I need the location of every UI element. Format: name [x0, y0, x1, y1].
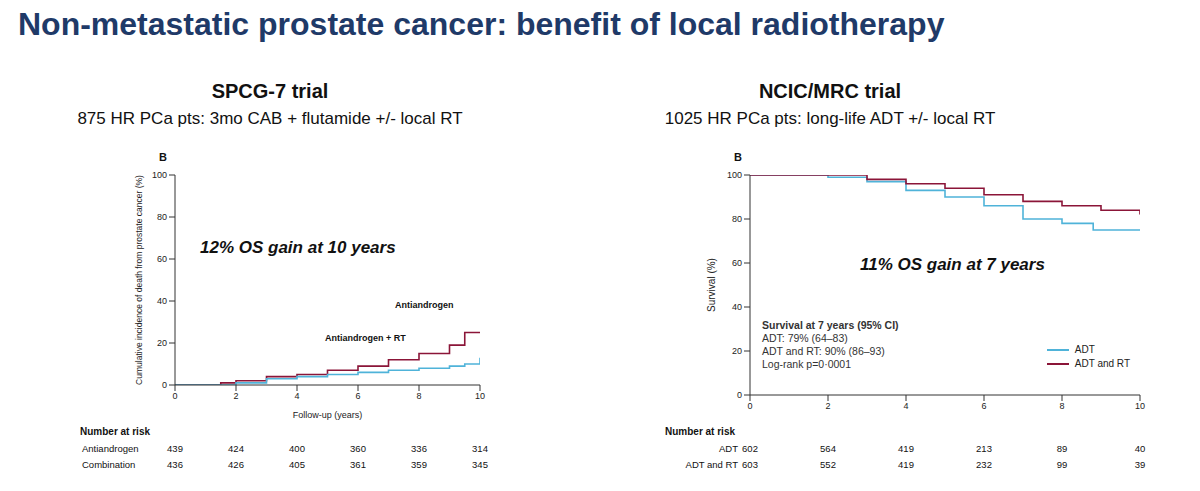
- html-text:Antiandrogen: Antiandrogen: [395, 300, 454, 310]
- html-text:232: 232: [976, 459, 992, 470]
- html-text:213: 213: [976, 443, 992, 454]
- html-text:439: 439: [167, 443, 183, 454]
- html-text:Cumulative incidence of death: Cumulative incidence of death from prost…: [134, 175, 144, 385]
- html-text:ADT and RT: ADT and RT: [685, 459, 738, 470]
- svg-text:8: 8: [416, 391, 421, 401]
- svg-text:6: 6: [355, 391, 360, 401]
- html-text:552: 552: [820, 459, 836, 470]
- svg-text:2: 2: [825, 401, 830, 411]
- html-text:Survival at 7 years (95% CI): Survival at 7 years (95% CI): [762, 319, 899, 331]
- svg-text:10: 10: [475, 391, 485, 401]
- html-text:603: 603: [742, 459, 758, 470]
- html-text:314: 314: [472, 443, 488, 454]
- svg-text:2: 2: [233, 391, 238, 401]
- html-text:Antiandrogen + RT: Antiandrogen + RT: [325, 333, 406, 343]
- html-text:360: 360: [350, 443, 366, 454]
- svg-text:0: 0: [747, 401, 752, 411]
- html-text:89: 89: [1056, 443, 1068, 454]
- html-text:405: 405: [289, 459, 305, 470]
- svg-text:Follow-up (years): Follow-up (years): [293, 410, 363, 420]
- html-text:426: 426: [228, 459, 244, 470]
- svg-text:0: 0: [737, 390, 742, 400]
- html-text:B: B: [734, 151, 742, 163]
- svg-text:100: 100: [727, 170, 742, 180]
- svg-text:4: 4: [903, 401, 908, 411]
- svg-text:20: 20: [157, 338, 167, 348]
- html-text:602: 602: [742, 443, 758, 454]
- svg-text:6: 6: [981, 401, 986, 411]
- html-text:1025 HR PCa pts: long-life ADT: 1025 HR PCa pts: long-life ADT +/- local…: [664, 109, 996, 128]
- svg-text:60: 60: [157, 254, 167, 264]
- html-text:40: 40: [1134, 443, 1146, 454]
- svg-text:8: 8: [1059, 401, 1064, 411]
- html-text:419: 419: [898, 443, 914, 454]
- html-text:400: 400: [289, 443, 305, 454]
- svg-text:4: 4: [294, 391, 299, 401]
- svg-text:80: 80: [157, 212, 167, 222]
- html-text:Non-metastatic prostate cancer: Non-metastatic prostate cancer: benefit …: [18, 6, 945, 42]
- html-text:NCIC/MRC trial: NCIC/MRC trial: [758, 80, 902, 102]
- html-text:ADT: ADT: [1074, 344, 1095, 355]
- html-text:ADT and RT: ADT and RT: [1074, 358, 1130, 369]
- html-text:99: 99: [1056, 459, 1068, 470]
- html-text:11% OS gain at 7 years: 11% OS gain at 7 years: [860, 255, 1045, 274]
- html-text:564: 564: [820, 443, 836, 454]
- html-text:345: 345: [472, 459, 488, 470]
- html-text:Log-rank p=0·0001: Log-rank p=0·0001: [762, 358, 851, 370]
- html-text:Number at risk: Number at risk: [665, 426, 735, 437]
- html-text:Combination: Combination: [82, 459, 136, 470]
- html-text:39: 39: [1134, 459, 1146, 470]
- svg-text:0: 0: [172, 391, 177, 401]
- html-text:419: 419: [898, 459, 914, 470]
- svg-text:0: 0: [162, 380, 167, 390]
- html-text:ADT: ADT: [719, 443, 738, 454]
- svg-text:40: 40: [732, 302, 742, 312]
- html-text:436: 436: [167, 459, 183, 470]
- html-text:Number at risk: Number at risk: [80, 426, 150, 437]
- html-text:Survival (%): Survival (%): [706, 258, 717, 312]
- html-text:12% OS gain at 10 years: 12% OS gain at 10 years: [200, 238, 396, 257]
- svg-text:10: 10: [1135, 401, 1145, 411]
- html-text:SPCG-7 trial: SPCG-7 trial: [211, 80, 329, 102]
- svg-text:60: 60: [732, 258, 742, 268]
- html-text:Antiandrogen: Antiandrogen: [82, 443, 139, 454]
- svg-text:80: 80: [732, 214, 742, 224]
- html-text:424: 424: [228, 443, 244, 454]
- html-text:336: 336: [411, 443, 427, 454]
- html-text:ADT and RT: 90% (86–93): ADT and RT: 90% (86–93): [762, 345, 885, 357]
- html-text:875 HR PCa pts: 3mo CAB + flut: 875 HR PCa pts: 3mo CAB + flutamide +/- …: [77, 109, 463, 128]
- svg-text:100: 100: [152, 170, 167, 180]
- html-text:ADT: 79% (64–83): ADT: 79% (64–83): [762, 332, 848, 344]
- svg-text:20: 20: [732, 346, 742, 356]
- html-text:361: 361: [350, 459, 366, 470]
- html-text:359: 359: [411, 459, 427, 470]
- html-text:B: B: [159, 151, 167, 163]
- svg-text:40: 40: [157, 296, 167, 306]
